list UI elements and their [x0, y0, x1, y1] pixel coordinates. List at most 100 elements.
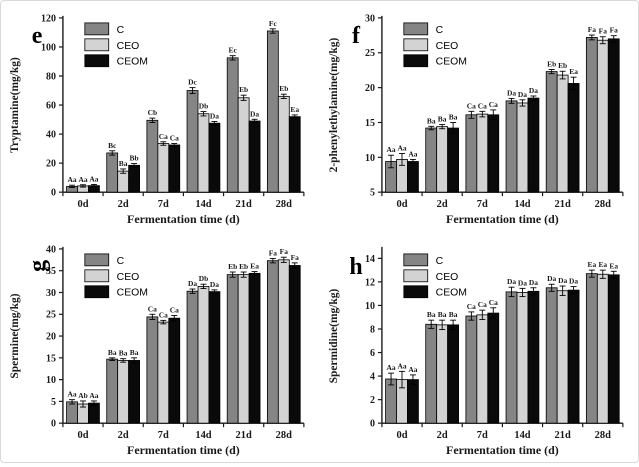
- bar-CEOM-21d: [567, 289, 579, 424]
- significance-label: Ba: [426, 310, 435, 319]
- y-tick-label: 5: [51, 396, 56, 407]
- legend-label-CEO: CEO: [117, 41, 140, 52]
- significance-label: Ba: [108, 347, 117, 356]
- bar-C-28d: [585, 272, 598, 424]
- y-tick-label: 2: [369, 395, 374, 406]
- legend-swatch-C: [402, 253, 428, 266]
- significance-label: Da: [528, 277, 537, 286]
- significance-label: Ec: [229, 46, 238, 55]
- significance-label: Fc: [269, 19, 278, 28]
- significance-label: Da: [210, 279, 219, 288]
- bar-CEOM-28d: [607, 38, 620, 193]
- panel-letter-e: e: [32, 23, 43, 49]
- y-axis-title: 2-phenylethylamine(mg/kg): [328, 38, 340, 173]
- bar-CEO-28d: [596, 39, 609, 193]
- bar-CEOM-2d: [128, 359, 140, 424]
- y-axis-title: Spermine(mg/kg): [9, 293, 21, 378]
- legend-label-C: C: [435, 25, 443, 36]
- x-category-label: 2d: [118, 430, 129, 441]
- legend-label-CEO: CEO: [117, 271, 140, 282]
- bar-C-21d: [226, 273, 239, 424]
- significance-label: Ea: [250, 261, 259, 270]
- bar-CEOM-0d: [88, 402, 100, 424]
- significance-label: Ca: [159, 310, 168, 319]
- legend-label-CEO: CEO: [435, 41, 458, 52]
- significance-label: Bc: [108, 141, 117, 150]
- x-category-label: 14d: [195, 430, 211, 441]
- legend-label-CEOM: CEOM: [117, 287, 148, 298]
- bar-C-7d: [464, 315, 477, 424]
- legend-swatch-C: [84, 22, 110, 36]
- significance-label: Da: [569, 276, 578, 285]
- legend-swatch-CEOM: [402, 284, 428, 298]
- significance-label: Aa: [78, 175, 87, 184]
- legend-label-C: C: [435, 255, 443, 266]
- significance-label: Da: [517, 278, 526, 287]
- chart-panel-h: 0 2 4 6 8 10 12 14 Aa Ba Ca Da Da Ea Aa Ba Ca Da Da Ea Aa Ba C…: [320, 232, 638, 462]
- y-tick-label: 80: [46, 71, 56, 82]
- x-category-label: 2d: [436, 430, 447, 441]
- chart-svg-2-phenylethylamine: 5 10 15 20 25 30 Aa Ba Ca Da Eb Fa Aa Ba Ca Da Eb Fa Aa Ba C…: [328, 13, 623, 226]
- significance-label: Da: [188, 279, 197, 288]
- bar-CEOM-7d: [486, 114, 499, 193]
- x-category-label: 21d: [554, 430, 570, 441]
- bar-CEO-28d: [596, 273, 609, 424]
- bar-C-2d: [424, 127, 437, 193]
- bar-C-14d: [186, 90, 199, 193]
- legend-swatch-CEOM: [84, 54, 110, 68]
- bar-CEOM-2d: [128, 164, 140, 193]
- y-tick-label: 120: [41, 13, 56, 24]
- bar-C-28d: [585, 37, 598, 193]
- y-tick-label: 5: [369, 188, 374, 199]
- bar-CEO-2d: [117, 359, 130, 424]
- y-tick-label: 4: [369, 371, 374, 382]
- significance-label: Aa: [408, 364, 417, 373]
- x-category-label: 14d: [514, 430, 530, 441]
- bar-CEOM-21d: [567, 83, 579, 193]
- significance-label: Ba: [426, 116, 435, 125]
- significance-label: Eb: [279, 84, 288, 93]
- significance-label: Ba: [119, 348, 128, 357]
- y-tick-label: 15: [46, 353, 56, 364]
- bar-C-21d: [545, 71, 558, 193]
- significance-label: Aa: [386, 363, 395, 372]
- significance-label: Fa: [269, 248, 278, 257]
- panel-letter-g: g: [25, 259, 51, 271]
- significance-label: Da: [547, 274, 556, 283]
- bar-C-2d: [106, 152, 119, 193]
- y-tick-label: 40: [46, 244, 56, 255]
- bar-CEOM-0d: [406, 378, 419, 424]
- bar-CEO-21d: [556, 74, 569, 193]
- significance-label: Aa: [67, 389, 76, 398]
- bar-CEO-21d: [237, 273, 250, 424]
- significance-label: Da: [506, 88, 515, 97]
- x-axis-title: Fermentation time (d): [446, 212, 559, 226]
- significance-label: Ca: [477, 101, 486, 110]
- y-tick-label: 15: [365, 118, 375, 129]
- x-category-label: 7d: [158, 199, 169, 210]
- significance-label: Da: [517, 90, 526, 99]
- y-tick-label: 25: [365, 48, 375, 59]
- chart-svg-tryptamine: 0 20 40 60 80 100 120 Aa Bc Cb Dc Ec Fc Aa Ba Ca Db Eb Eb A…: [9, 13, 305, 226]
- bar-CEOM-14d: [527, 290, 539, 424]
- legend-swatch-CEOM: [402, 54, 428, 68]
- x-category-label: 0d: [396, 199, 407, 210]
- bar-CEOM-7d: [168, 144, 181, 193]
- y-tick-label: 0: [369, 418, 374, 429]
- significance-label: Eb: [228, 262, 237, 271]
- bar-CEOM-14d: [527, 97, 539, 193]
- significance-label: Aa: [408, 149, 417, 158]
- y-tick-label: 25: [46, 309, 56, 320]
- bar-CEOM-7d: [486, 312, 499, 424]
- significance-label: Ca: [170, 134, 179, 143]
- legend-swatch-CEO: [84, 38, 110, 52]
- y-tick-label: 20: [46, 331, 56, 342]
- panel-letter-f: f: [352, 23, 361, 49]
- bar-CEO-21d: [556, 289, 569, 424]
- x-category-label: 7d: [476, 430, 487, 441]
- panel-letter-h: h: [349, 253, 362, 279]
- bar-C-14d: [505, 100, 517, 193]
- y-tick-label: 10: [365, 300, 375, 311]
- significance-label: Eb: [239, 262, 248, 271]
